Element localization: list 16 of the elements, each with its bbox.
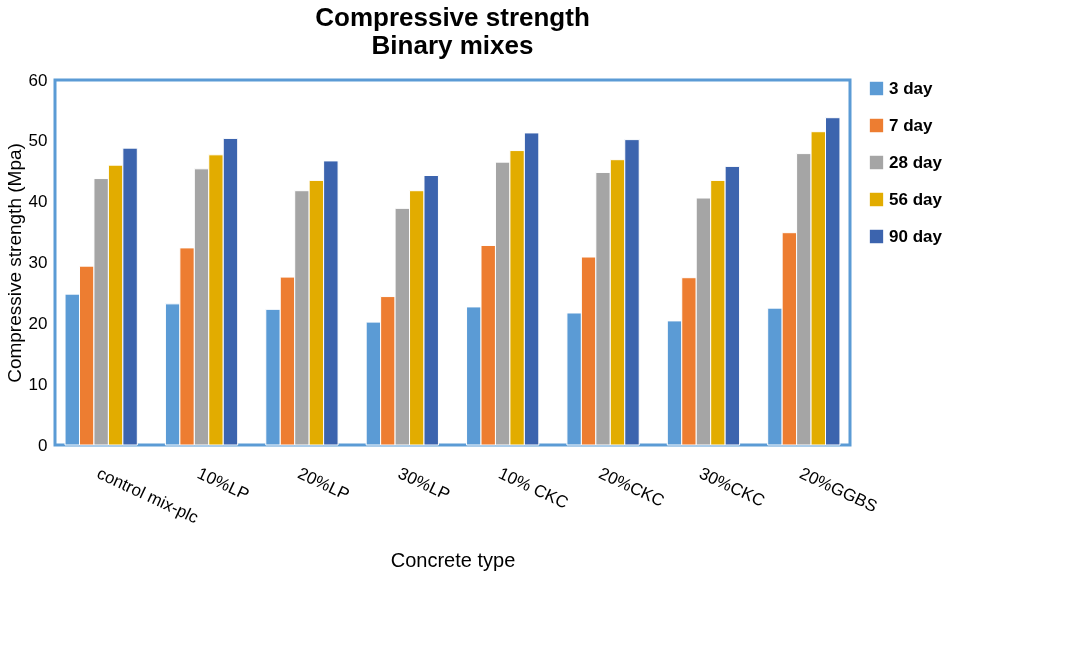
y-tick-label: 60 bbox=[28, 70, 48, 90]
y-tick-label: 40 bbox=[28, 192, 48, 212]
x-tick-label: 10% CKC bbox=[495, 463, 572, 513]
legend-label: 28 day bbox=[889, 152, 943, 172]
legend-label: 3 day bbox=[889, 78, 934, 98]
y-tick-label: 0 bbox=[38, 435, 48, 455]
y-tick-label: 10 bbox=[28, 374, 48, 394]
legend-label: 56 day bbox=[889, 189, 943, 209]
chart-title: Compressive strength Binary mixes bbox=[315, 2, 590, 60]
y-tick-label: 30 bbox=[28, 253, 48, 272]
y-tick-label: 20 bbox=[28, 313, 48, 333]
y-axis-title: Compressive strength (Mpa) bbox=[3, 143, 25, 383]
x-axis-title: Concrete type bbox=[390, 549, 516, 572]
legend-label: 90 day bbox=[889, 226, 943, 246]
y-tick-label: 50 bbox=[28, 131, 48, 151]
legend-label: 7 day bbox=[889, 115, 934, 135]
